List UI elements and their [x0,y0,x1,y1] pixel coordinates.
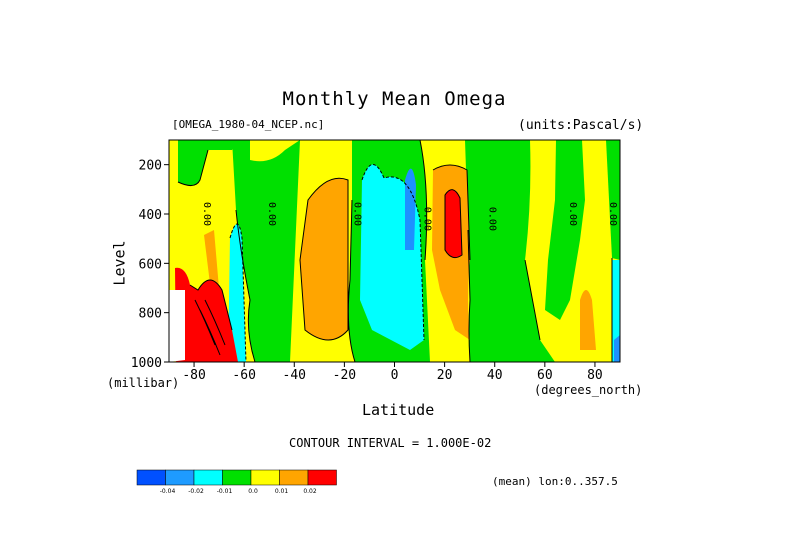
contour-labels: 0.00 0.00 0.00 0.00 0.00 0.00 0.00 [201,202,618,231]
colorbar: -0.04 -0.02 -0.01 0.0 0.01 0.02 [136,469,337,495]
colorbar-swatch [136,469,166,486]
x-tick-label: 20 [437,368,453,383]
contour-label: 0.00 [487,207,498,231]
y-axis-units: (millibar) [107,376,180,390]
x-tick-label: 0 [391,368,399,383]
cyan-region-sh [228,224,246,362]
contour-field [169,140,620,362]
green-band-nh [465,140,555,362]
x-tick-label: -60 [232,368,255,383]
y-tick-label: 1000 [131,356,162,371]
x-tick-label: -80 [182,368,205,383]
colorbar-label: -0.02 [188,488,204,495]
contour-label: 0.00 [351,202,362,226]
contour-lines-negative [229,164,425,362]
units-label: (units:Pascal/s) [518,118,644,133]
y-tick-label: 200 [139,159,162,174]
orange-region-nh2 [580,290,596,350]
contour-label: 0.00 [201,202,212,226]
y-tick-label: 800 [139,307,162,322]
chart-title: Monthly Mean Omega [282,88,507,110]
axis-ticks: -80 -60 -40 -20 0 20 40 60 80 200 400 600 800 1000 [131,159,603,383]
x-axis-units: (degrees_north) [534,383,643,397]
colorbar-label: 0.02 [303,488,317,495]
x-tick-label: 40 [487,368,503,383]
y-tick-label: 600 [139,257,162,272]
colorbar-swatch [165,469,195,486]
colorbar-swatch [222,469,252,486]
cyan-region-pole [612,260,620,362]
x-tick-label: 80 [587,368,603,383]
orange-region-sh [300,178,348,340]
colorbar-swatch [307,469,337,486]
colorbar-label: 0.01 [275,488,289,495]
blue-region-tropics [405,168,416,250]
contour-lines [177,140,613,362]
colorbar-swatch [193,469,223,486]
y-axis-label: Level [110,240,129,286]
mean-lon-label: (mean) lon:0..357.5 [492,475,618,488]
x-tick-label: -20 [333,368,356,383]
red-region-nh [445,189,462,258]
contour-interval-label: CONTOUR INTERVAL = 1.000E-02 [289,436,492,450]
contour-label: 0.00 [607,202,618,226]
green-band-sh2 [232,140,300,362]
y-tick-label: 400 [139,208,162,223]
green-band-pole [606,140,620,260]
dataset-label: [OMEGA_1980-04_NCEP.nc] [172,118,325,131]
x-axis-label: Latitude [362,401,435,419]
x-tick-label: -40 [283,368,306,383]
colorbar-label: -0.04 [160,488,176,495]
contour-label: 0.00 [266,202,277,226]
contour-label: 0.00 [567,202,578,226]
colorbar-label: -0.01 [217,488,233,495]
x-tick-label: 60 [537,368,553,383]
colorbar-swatch [279,469,309,486]
missing-data-region [169,290,185,362]
green-band-sh [178,140,238,186]
green-band-nh2 [545,140,585,320]
colorbar-label: 0.0 [248,488,258,495]
colorbar-swatch [250,469,280,486]
contour-label: 0.00 [422,207,433,231]
blue-region-pole [614,335,620,362]
